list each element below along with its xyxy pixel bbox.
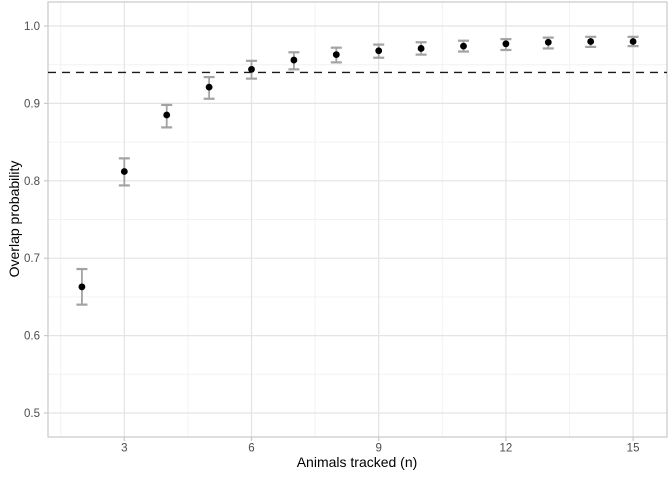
data-point bbox=[544, 38, 552, 46]
x-tick-label: 15 bbox=[627, 443, 640, 455]
y-tick-label: 0.8 bbox=[24, 176, 40, 188]
data-point bbox=[120, 168, 128, 175]
data-point bbox=[163, 111, 171, 119]
x-tick-label: 3 bbox=[121, 443, 127, 455]
data-point bbox=[205, 83, 213, 91]
data-point bbox=[417, 45, 425, 52]
data-point bbox=[248, 65, 255, 73]
data-point bbox=[629, 38, 637, 45]
data-point bbox=[332, 51, 340, 59]
panel-border bbox=[47, 1, 668, 438]
y-tick-label: 0.5 bbox=[24, 408, 40, 420]
data-point bbox=[460, 42, 467, 50]
data-point bbox=[78, 283, 86, 291]
data-point bbox=[290, 56, 298, 64]
x-axis-title: Animals tracked (n) bbox=[296, 454, 418, 470]
y-tick-label: 0.9 bbox=[24, 98, 40, 110]
data-point bbox=[587, 38, 595, 45]
x-tick-label: 9 bbox=[375, 443, 381, 455]
y-tick-label: 0.6 bbox=[24, 331, 40, 343]
y-axis-title: Overlap probability bbox=[6, 160, 22, 278]
y-tick-label: 0.7 bbox=[24, 253, 40, 265]
x-tick-label: 6 bbox=[248, 443, 254, 455]
y-tick-label: 1.0 bbox=[24, 21, 40, 33]
data-point bbox=[375, 47, 383, 55]
data-point bbox=[502, 40, 510, 48]
x-tick-label: 12 bbox=[499, 443, 512, 455]
